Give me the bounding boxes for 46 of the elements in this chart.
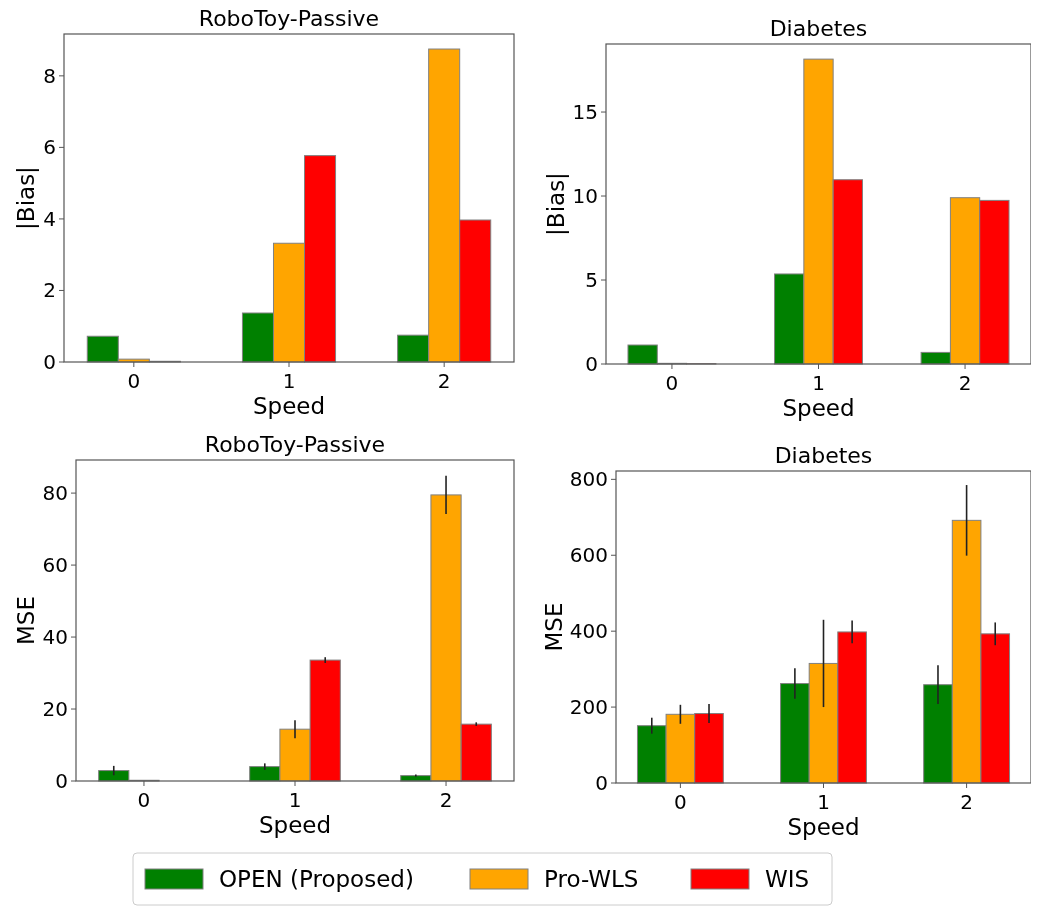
legend-label: Pro-WLS [544,866,639,893]
x-tick-label: 0 [665,371,679,395]
y-tick-label: 600 [569,543,608,568]
y-tick-label: 40 [42,625,68,650]
y-tick-label: 200 [569,695,608,720]
y-tick-label: 400 [569,619,608,644]
chart-title: Diabetes [774,443,873,468]
y-tick-label: 8 [43,63,56,88]
y-axis-title: MSE [13,596,39,645]
x-tick-label: 1 [812,371,825,395]
y-tick-label: 80 [42,481,68,506]
y-tick-label: 5 [585,268,598,293]
y-tick-label: 20 [42,697,68,722]
chart-title: RoboToy-Passive [204,432,386,457]
chart-title: RoboToy-Passive [198,6,380,31]
legend-label: WIS [765,866,810,893]
x-tick-label: 2 [958,371,972,395]
x-tick-label: 2 [437,369,451,393]
x-tick-label: 2 [439,788,453,812]
x-axis-title: Speed [787,814,860,840]
y-tick-label: 0 [55,769,68,793]
y-axis-title: |Bias| [543,172,569,236]
y-tick-label: 10 [572,184,598,209]
y-tick-label: 800 [569,467,608,492]
y-axis-title: |Bias| [13,166,39,230]
y-tick-label: 2 [43,278,56,303]
chart-title: Diabetes [769,16,868,41]
x-tick-label: 0 [674,790,687,814]
legend-label: OPEN (Proposed) [219,866,414,893]
x-tick-label: 0 [137,788,151,812]
y-tick-label: 15 [572,100,598,125]
y-tick-label: 60 [42,553,68,578]
y-tick-label: 0 [43,350,56,374]
y-tick-label: 0 [585,352,598,376]
x-axis-title: Speed [782,395,855,421]
y-tick-label: 4 [43,206,56,231]
x-tick-label: 1 [282,369,296,393]
y-axis-title: MSE [541,602,567,652]
y-tick-label: 6 [43,135,56,160]
x-tick-label: 2 [960,790,973,814]
x-axis-title: Speed [252,393,326,419]
y-tick-label: 0 [595,771,608,795]
x-tick-label: 1 [817,790,830,814]
x-axis-title: Speed [258,812,332,838]
x-tick-label: 0 [127,369,141,393]
x-tick-label: 1 [288,788,302,812]
